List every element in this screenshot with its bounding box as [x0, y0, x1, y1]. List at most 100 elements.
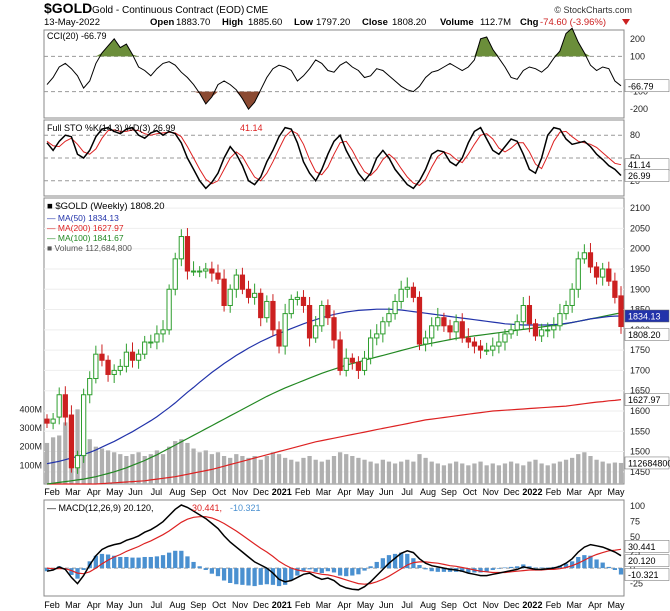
macd-histogram-bar [386, 555, 392, 569]
candle-body [172, 258, 178, 290]
high-value: 1885.60 [248, 17, 282, 28]
macd-histogram-bar [276, 568, 282, 587]
volume-bar [246, 457, 251, 484]
candle-body [233, 274, 239, 290]
candle-body [288, 298, 294, 315]
macd-histogram-bar [264, 568, 269, 585]
volume-bar [337, 452, 343, 484]
macd-histogram-bar [112, 555, 117, 569]
macd-histogram-bar [166, 552, 172, 569]
candle-body [331, 317, 337, 341]
macd-histogram-bar [515, 566, 520, 569]
cci-axis-tick: -200 [630, 104, 648, 114]
macd-histogram-bar [93, 555, 98, 569]
cci-value-badge-box [624, 79, 670, 93]
volume-bar [545, 465, 550, 484]
volume-bar [160, 454, 166, 484]
candle-body [300, 296, 307, 307]
macd-histogram-bar [301, 568, 306, 572]
price-axis-tick: 1750 [630, 345, 650, 355]
volume-bar [594, 459, 599, 484]
chg-label: Chg [520, 17, 539, 28]
volume-bar [313, 459, 318, 484]
macd-histogram-bar [289, 568, 294, 581]
candle-body [93, 353, 99, 380]
candle-body [368, 337, 374, 359]
volume-bar [99, 448, 105, 484]
candle-body [209, 268, 215, 274]
volume-bar [521, 465, 526, 484]
macd-histogram-bar [417, 565, 422, 569]
macd-histogram-bar [246, 568, 251, 586]
cci-panel [43, 29, 625, 119]
sto-axis-tick: 80 [630, 130, 640, 140]
macd-x-tick-label: 2022 [522, 600, 542, 610]
price-axis-tick: 1650 [630, 386, 650, 396]
sto-k-line [46, 126, 622, 190]
down-arrow-icon [622, 19, 630, 25]
macd-histogram-bar [490, 568, 495, 570]
candle-body [520, 305, 526, 323]
macd-histogram-bar [582, 555, 587, 569]
macd-x-tick-label: Jun [128, 600, 143, 610]
candle-body [264, 300, 270, 319]
price-axis-tick: 1450 [630, 467, 650, 477]
x-tick-label: Aug [169, 487, 185, 497]
volume-bar [87, 439, 92, 484]
candle-body [129, 351, 136, 361]
macd-histogram-bar [209, 568, 215, 574]
macd-x-tick-label: Apr [87, 600, 101, 610]
candle-body [197, 270, 203, 273]
high-label: High [222, 17, 243, 28]
volume-bar [386, 461, 392, 484]
x-tick-label: May [357, 487, 375, 497]
x-tick-label: Apr [87, 487, 101, 497]
candle-body [429, 325, 435, 339]
candle-body [569, 288, 575, 307]
macd-x-tick-label: Aug [420, 600, 436, 610]
macd-histogram-bar [130, 557, 135, 569]
candle-body [447, 325, 453, 333]
macd-histogram-bar [160, 555, 166, 569]
volume-bar [154, 450, 160, 484]
macd-x-tick-label: Dec [253, 600, 270, 610]
candle-body [87, 378, 93, 396]
candle-body [258, 292, 264, 319]
volume-bar [166, 446, 172, 484]
x-tick-label: Mar [316, 487, 332, 497]
macd-x-tick-label: Sep [441, 600, 457, 610]
x-tick-label: Feb [546, 487, 562, 497]
sto-k-badge-box [624, 169, 670, 182]
volume-bar [270, 452, 276, 484]
macd-histogram-bar [185, 556, 190, 569]
macd-histogram-bar [606, 566, 611, 569]
x-tick-label: Oct [463, 487, 478, 497]
macd-histogram-bar [136, 557, 141, 569]
volume-bar [142, 456, 147, 484]
candle-body [319, 305, 325, 327]
macd-histogram-bar [221, 568, 227, 581]
x-tick-label: Mar [65, 487, 81, 497]
volume-tick: 200M [19, 442, 42, 452]
candle-body [294, 296, 300, 300]
close-label: Close [362, 17, 388, 28]
macd-histogram-bar [148, 556, 153, 569]
volume-bar [252, 456, 257, 484]
volume-bar [453, 461, 459, 484]
macd-histogram-bar [533, 567, 538, 569]
macd-histogram-bar [502, 567, 508, 569]
volume-bar [362, 459, 367, 484]
volume-bar [447, 463, 453, 484]
candle-body [496, 341, 502, 347]
macd-histogram-bar [337, 568, 343, 576]
macd-x-tick-label: Feb [546, 600, 562, 610]
macd-histogram-bar [441, 568, 447, 572]
volume-bar [429, 461, 434, 484]
macd-x-tick-label: Mar [65, 600, 81, 610]
volume-bar [228, 457, 233, 484]
macd-histogram-bar [295, 568, 300, 576]
macd-histogram-bar [484, 568, 489, 572]
volume-bar [466, 465, 471, 484]
candle-body [490, 345, 496, 351]
candle-body [276, 329, 282, 347]
